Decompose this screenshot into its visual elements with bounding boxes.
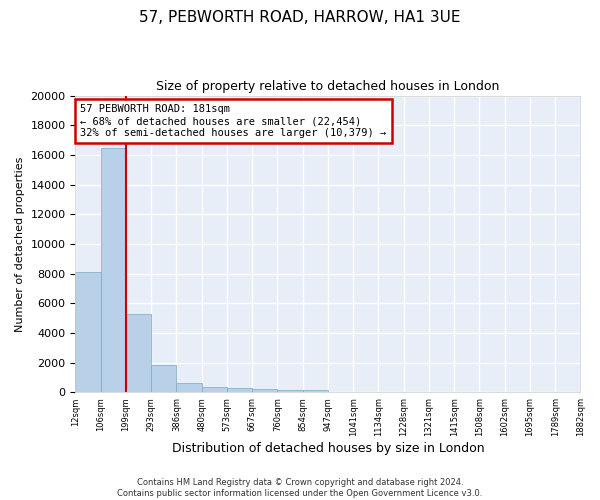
- Bar: [302, 390, 328, 392]
- X-axis label: Distribution of detached houses by size in London: Distribution of detached houses by size …: [172, 442, 484, 455]
- Bar: [151, 365, 176, 392]
- Bar: [126, 314, 151, 392]
- Bar: [227, 388, 252, 392]
- Bar: [277, 390, 302, 392]
- Text: 57 PEBWORTH ROAD: 181sqm
← 68% of detached houses are smaller (22,454)
32% of se: 57 PEBWORTH ROAD: 181sqm ← 68% of detach…: [80, 104, 387, 138]
- Title: Size of property relative to detached houses in London: Size of property relative to detached ho…: [156, 80, 500, 93]
- Bar: [252, 389, 277, 392]
- Text: Contains HM Land Registry data © Crown copyright and database right 2024.
Contai: Contains HM Land Registry data © Crown c…: [118, 478, 482, 498]
- Bar: [101, 148, 126, 392]
- Y-axis label: Number of detached properties: Number of detached properties: [15, 156, 25, 332]
- Text: 57, PEBWORTH ROAD, HARROW, HA1 3UE: 57, PEBWORTH ROAD, HARROW, HA1 3UE: [139, 10, 461, 25]
- Bar: [76, 272, 101, 392]
- Bar: [202, 388, 227, 392]
- Bar: [176, 383, 202, 392]
